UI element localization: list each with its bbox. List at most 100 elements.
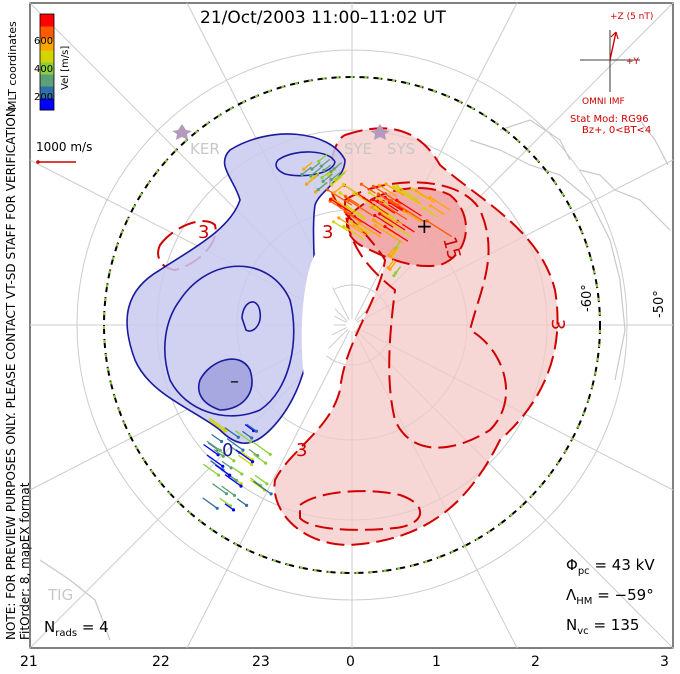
velocity-vector-origin: [425, 219, 429, 223]
velocity-vector-origin: [373, 205, 377, 209]
velocity-vector-origin: [300, 172, 304, 177]
velocity-vector-origin: [249, 462, 254, 467]
velocity-vector: [331, 198, 350, 210]
velocity-vector: [203, 443, 219, 456]
velocity-vector: [317, 181, 328, 191]
velocity-vector-origin: [320, 176, 324, 180]
velocity-vector: [330, 171, 342, 181]
mlt-tick-2: 2: [531, 654, 540, 670]
imf-caption: OMNI IMF: [582, 97, 625, 107]
map-title: 21/Oct/2003 11:00–11:02 UT: [200, 8, 446, 28]
colorbar-segment: [40, 50, 54, 63]
velocity-vector: [331, 176, 342, 186]
velocity-vector-origin: [326, 188, 330, 192]
velocity-vector-origin: [254, 429, 259, 433]
velocity-vector-origin: [305, 182, 309, 186]
velocity-vector: [397, 204, 426, 223]
potential-min-marker: –: [230, 371, 239, 392]
stat-n-vc-symbol: N: [566, 616, 578, 634]
velocity-vector-origin: [331, 220, 336, 224]
stat-n-vc-sub: vc: [577, 626, 589, 637]
velocity-vector: [333, 185, 344, 194]
velocity-vector: [238, 454, 252, 466]
stat-model-line1: Stat Mod: RG96: [570, 114, 649, 125]
velocity-vector-origin: [329, 197, 333, 201]
velocity-vector-origin: [349, 220, 353, 224]
velocity-vector-origin: [236, 435, 240, 439]
velocity-vector-origin: [392, 185, 396, 189]
velocity-vector-origin: [316, 188, 320, 192]
contour-label-east: 3: [547, 318, 569, 331]
velocity-vector-origin: [359, 182, 363, 186]
velocity-vector: [216, 448, 235, 462]
velocity-vector: [389, 260, 397, 270]
velocity-vector: [253, 480, 272, 495]
velocity-vector: [329, 200, 355, 217]
station-tig: TIG: [48, 586, 74, 604]
velocity-vector: [374, 206, 403, 226]
velocity-vector-origin: [310, 167, 314, 171]
mlt-tick-3: 3: [660, 654, 669, 670]
velocity-vector: [322, 173, 334, 182]
positive-contour-mid: [343, 181, 507, 449]
velocity-vector: [423, 207, 439, 218]
imf-z-label: +Z (5 nT): [610, 12, 654, 22]
stat-phi-pc-symbol: Φ: [566, 556, 578, 574]
mlt-tick-23: 23: [252, 654, 270, 670]
velocity-vector: [397, 189, 422, 206]
velocity-vector: [361, 183, 376, 194]
velocity-vector-origin: [402, 209, 406, 213]
velocity-vector-origin: [389, 254, 393, 258]
velocity-vector-origin: [343, 194, 348, 198]
velocity-vector: [372, 199, 396, 214]
negative-cell-core: [198, 359, 252, 410]
velocity-vector-origin: [414, 189, 418, 193]
velocity-vector-origin: [395, 188, 400, 192]
colorbar-frame: [39, 13, 55, 111]
colorbar-segment: [40, 74, 54, 87]
velocity-vector-origin: [215, 506, 219, 510]
velocity-vector-origin: [342, 183, 346, 187]
velocity-vector-origin: [268, 452, 272, 456]
mlt-tick-0: 0: [346, 654, 355, 670]
velocity-vector: [346, 205, 366, 219]
velocity-vector: [396, 199, 422, 217]
velocity-vector: [246, 423, 257, 432]
velocity-vector-origin: [395, 198, 399, 202]
colorbar-axis-label: Vel [m/s]: [60, 45, 71, 90]
velocity-vector: [369, 192, 390, 206]
velocity-vector-origin: [410, 187, 414, 191]
preview-note-line: NOTE: FOR PREVIEW PURPOSES ONLY. PLEASE …: [4, 104, 18, 640]
velocity-vector-origin: [383, 225, 387, 229]
velocity-vector-origin: [338, 191, 342, 195]
positive-contour-south: [299, 490, 421, 531]
velocity-vector-origin: [264, 461, 268, 465]
contour-label-west: 3: [198, 222, 210, 243]
velocity-vector: [226, 438, 244, 451]
pole-marker: [346, 319, 358, 331]
velocity-vector: [202, 497, 218, 509]
velocity-vector: [253, 453, 266, 464]
velocity-vector: [358, 222, 382, 238]
velocity-vector: [374, 220, 398, 237]
colorbar-tick-400: 400: [34, 64, 54, 75]
mlt-tick-22: 22: [152, 654, 170, 670]
velocity-vector-origin: [352, 191, 356, 195]
colorbar-tick-200: 200: [34, 92, 54, 103]
velocity-vector-origin: [337, 216, 341, 220]
velocity-vector: [415, 190, 436, 204]
velocity-vector-origin: [392, 274, 396, 278]
velocity-vector: [390, 246, 399, 257]
velocity-vector: [370, 206, 396, 223]
velocity-vector-origin: [369, 205, 373, 209]
imf-dial: [580, 30, 640, 92]
contour-label-zero: 0: [222, 440, 234, 461]
velocity-vector: [209, 417, 227, 431]
velocity-vector-origin: [345, 204, 349, 208]
velocity-vector: [389, 201, 405, 213]
fit-order-line: FitOrder: 8, mapEX format: [18, 482, 32, 640]
velocity-vector-origin: [395, 184, 399, 188]
velocity-vector: [311, 161, 321, 170]
velocity-vector: [391, 246, 400, 257]
